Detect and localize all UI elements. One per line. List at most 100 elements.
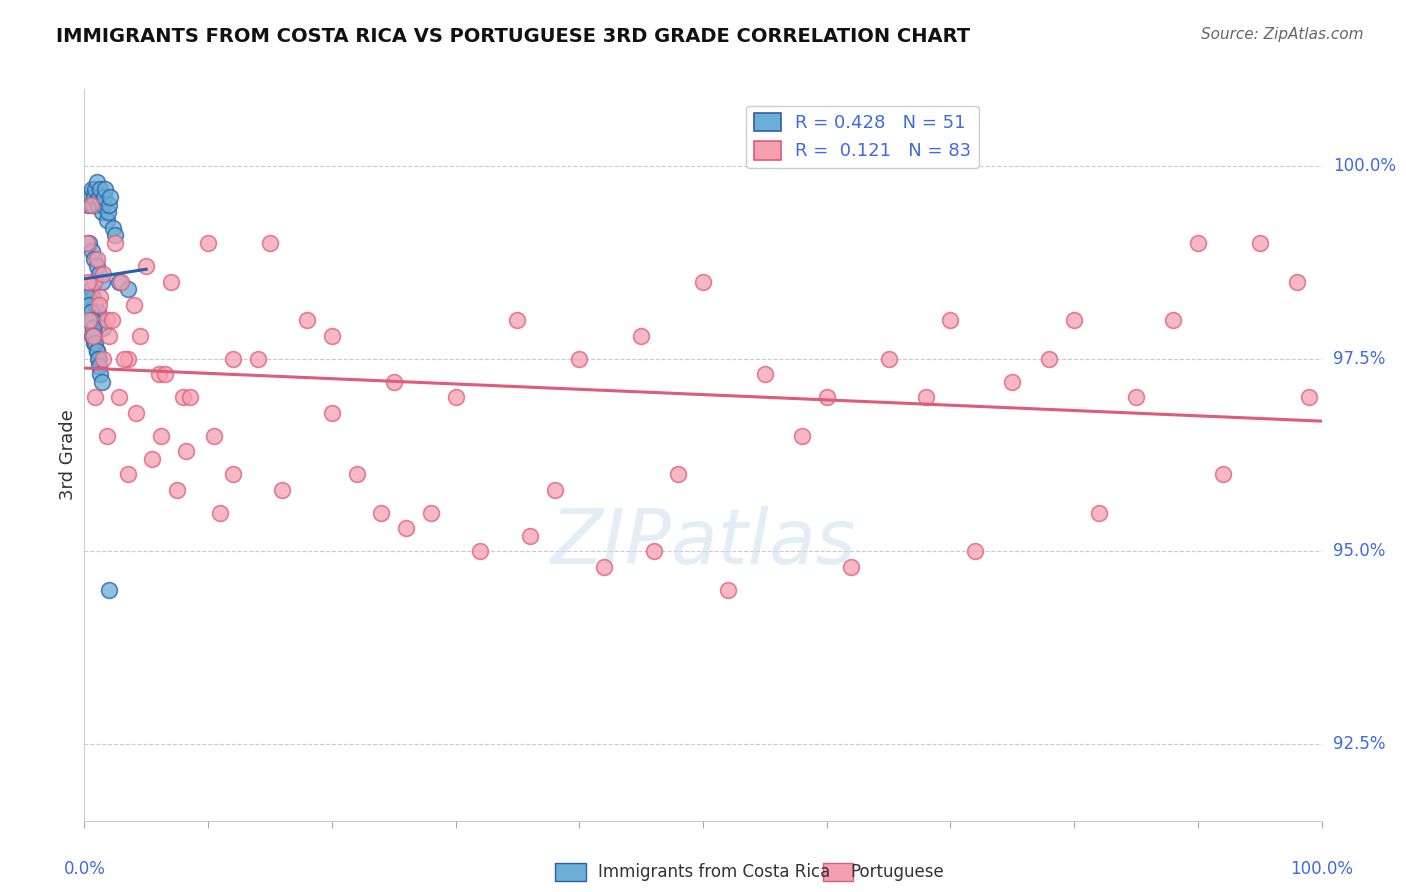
Point — [877, 351, 900, 366]
Point — [79, 305, 101, 319]
Point — [89, 367, 111, 381]
Point — [1001, 375, 1024, 389]
Point — [382, 375, 405, 389]
Point — [153, 367, 176, 381]
Point — [1212, 467, 1234, 482]
Point — [89, 182, 111, 196]
Point — [197, 236, 219, 251]
Point — [790, 428, 813, 442]
Point — [470, 544, 492, 558]
Point — [101, 220, 124, 235]
Point — [77, 290, 100, 304]
Point — [568, 351, 591, 366]
Y-axis label: 3rd Grade: 3rd Grade — [59, 409, 77, 500]
Point — [160, 275, 183, 289]
Point — [79, 282, 101, 296]
Point — [98, 328, 121, 343]
Point — [76, 236, 98, 251]
Point — [86, 252, 108, 266]
Point — [135, 260, 157, 274]
Point — [519, 529, 541, 543]
Point — [125, 406, 148, 420]
Point — [84, 182, 107, 196]
Point — [89, 190, 111, 204]
Point — [179, 390, 201, 404]
Text: Immigrants from Costa Rica: Immigrants from Costa Rica — [598, 863, 830, 881]
Point — [209, 506, 232, 520]
Point — [939, 313, 962, 327]
Point — [129, 328, 152, 343]
Point — [271, 483, 294, 497]
Point — [90, 205, 112, 219]
Point — [419, 506, 441, 520]
Point — [89, 298, 111, 312]
Point — [84, 390, 107, 404]
Text: 92.5%: 92.5% — [1333, 735, 1385, 753]
Point — [543, 483, 565, 497]
Point — [1187, 236, 1209, 251]
Text: 100.0%: 100.0% — [1333, 157, 1396, 175]
Point — [692, 275, 714, 289]
Point — [202, 428, 225, 442]
Point — [141, 451, 163, 466]
Text: Source: ZipAtlas.com: Source: ZipAtlas.com — [1201, 27, 1364, 42]
Point — [1125, 390, 1147, 404]
Point — [98, 197, 121, 211]
Point — [104, 236, 127, 251]
Point — [98, 582, 121, 597]
Point — [122, 298, 145, 312]
Point — [108, 390, 131, 404]
Point — [84, 336, 107, 351]
Point — [395, 521, 418, 535]
Point — [80, 244, 103, 258]
Point — [841, 559, 863, 574]
Point — [89, 313, 111, 327]
Point — [83, 190, 105, 204]
Point — [82, 290, 104, 304]
Point — [86, 343, 108, 358]
Text: IMMIGRANTS FROM COSTA RICA VS PORTUGUESE 3RD GRADE CORRELATION CHART: IMMIGRANTS FROM COSTA RICA VS PORTUGUESE… — [56, 27, 970, 45]
Point — [87, 197, 110, 211]
Point — [174, 444, 197, 458]
Point — [91, 267, 114, 281]
Point — [87, 305, 110, 319]
Point — [83, 275, 105, 289]
Point — [643, 544, 665, 558]
Point — [80, 182, 103, 196]
Point — [444, 390, 467, 404]
Text: 0.0%: 0.0% — [63, 860, 105, 878]
Point — [82, 321, 104, 335]
Point — [86, 260, 108, 274]
Point — [91, 351, 114, 366]
Point — [91, 197, 114, 211]
Point — [259, 236, 281, 251]
Legend: R = 0.428   N = 51, R =  0.121   N = 83: R = 0.428 N = 51, R = 0.121 N = 83 — [747, 105, 979, 168]
Point — [1161, 313, 1184, 327]
Point — [89, 359, 111, 374]
Point — [666, 467, 689, 482]
Point — [148, 367, 170, 381]
Point — [79, 190, 101, 204]
Point — [98, 190, 121, 204]
Point — [87, 351, 110, 366]
Point — [112, 351, 135, 366]
Text: 100.0%: 100.0% — [1291, 860, 1353, 878]
Point — [246, 351, 269, 366]
Point — [77, 197, 100, 211]
Point — [1298, 390, 1320, 404]
Point — [82, 197, 104, 211]
Point — [754, 367, 776, 381]
Point — [295, 313, 318, 327]
Point — [89, 351, 111, 366]
Point — [90, 375, 112, 389]
Point — [815, 390, 838, 404]
Point — [90, 275, 112, 289]
Point — [86, 343, 108, 358]
Point — [89, 290, 111, 304]
Point — [321, 328, 343, 343]
Point — [96, 213, 118, 227]
Point — [96, 428, 118, 442]
Point — [89, 267, 111, 281]
Point — [91, 321, 114, 335]
Point — [1088, 506, 1111, 520]
